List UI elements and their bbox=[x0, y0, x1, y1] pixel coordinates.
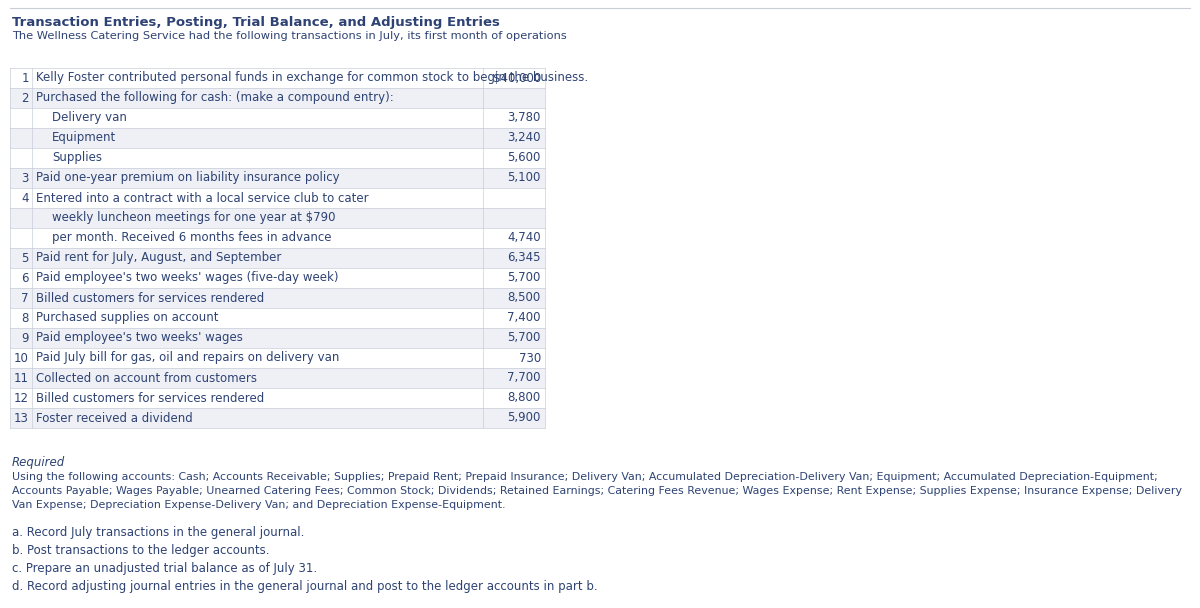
Bar bbox=[10, 128, 545, 148]
Text: Paid one-year premium on liability insurance policy: Paid one-year premium on liability insur… bbox=[36, 171, 340, 184]
Text: Purchased supplies on account: Purchased supplies on account bbox=[36, 311, 218, 325]
Bar bbox=[10, 168, 545, 188]
Text: Required: Required bbox=[12, 456, 65, 469]
Bar bbox=[10, 188, 545, 208]
Text: $40,000: $40,000 bbox=[493, 72, 541, 85]
Text: Supplies: Supplies bbox=[52, 151, 102, 165]
Text: 4: 4 bbox=[22, 192, 29, 204]
Text: 1: 1 bbox=[22, 72, 29, 85]
Text: Foster received a dividend: Foster received a dividend bbox=[36, 412, 193, 424]
Text: Paid employee's two weeks' wages: Paid employee's two weeks' wages bbox=[36, 331, 242, 345]
Text: 5,900: 5,900 bbox=[508, 412, 541, 424]
Bar bbox=[10, 388, 545, 408]
Bar bbox=[10, 148, 545, 168]
Text: c. Prepare an unadjusted trial balance as of July 31.: c. Prepare an unadjusted trial balance a… bbox=[12, 562, 317, 575]
Text: a. Record July transactions in the general journal.: a. Record July transactions in the gener… bbox=[12, 526, 305, 539]
Bar bbox=[10, 268, 545, 288]
Bar bbox=[10, 328, 545, 348]
Text: Delivery van: Delivery van bbox=[52, 111, 127, 125]
Bar bbox=[10, 368, 545, 388]
Bar bbox=[10, 408, 545, 428]
Text: Kelly Foster contributed personal funds in exchange for common stock to begin th: Kelly Foster contributed personal funds … bbox=[36, 72, 588, 85]
Text: Paid rent for July, August, and September: Paid rent for July, August, and Septembe… bbox=[36, 252, 281, 264]
Text: 13: 13 bbox=[14, 412, 29, 424]
Text: 2: 2 bbox=[22, 91, 29, 105]
Text: weekly luncheon meetings for one year at $790: weekly luncheon meetings for one year at… bbox=[52, 212, 336, 224]
Text: 5,700: 5,700 bbox=[508, 272, 541, 285]
Bar bbox=[10, 68, 545, 88]
Text: Accounts Payable; Wages Payable; Unearned Catering Fees; Common Stock; Dividends: Accounts Payable; Wages Payable; Unearne… bbox=[12, 486, 1182, 496]
Text: 3: 3 bbox=[22, 171, 29, 184]
Text: The Wellness Catering Service had the following transactions in July, its first : The Wellness Catering Service had the fo… bbox=[12, 31, 566, 41]
Text: d. Record adjusting journal entries in the general journal and post to the ledge: d. Record adjusting journal entries in t… bbox=[12, 580, 598, 593]
Text: 7,700: 7,700 bbox=[508, 371, 541, 384]
Text: Collected on account from customers: Collected on account from customers bbox=[36, 371, 257, 384]
Text: 8,500: 8,500 bbox=[508, 291, 541, 305]
Text: Entered into a contract with a local service club to cater: Entered into a contract with a local ser… bbox=[36, 192, 368, 204]
Text: 12: 12 bbox=[14, 392, 29, 404]
Text: 730: 730 bbox=[518, 351, 541, 365]
Bar bbox=[10, 108, 545, 128]
Bar bbox=[10, 308, 545, 328]
Text: 8,800: 8,800 bbox=[508, 392, 541, 404]
Text: 3,780: 3,780 bbox=[508, 111, 541, 125]
Text: 4,740: 4,740 bbox=[508, 232, 541, 244]
Text: Paid July bill for gas, oil and repairs on delivery van: Paid July bill for gas, oil and repairs … bbox=[36, 351, 340, 365]
Text: 5: 5 bbox=[22, 252, 29, 264]
Text: 3,240: 3,240 bbox=[508, 131, 541, 145]
Text: 6,345: 6,345 bbox=[508, 252, 541, 264]
Text: 5,700: 5,700 bbox=[508, 331, 541, 345]
Text: Van Expense; Depreciation Expense-Delivery Van; and Depreciation Expense-Equipme: Van Expense; Depreciation Expense-Delive… bbox=[12, 500, 505, 510]
Text: Billed customers for services rendered: Billed customers for services rendered bbox=[36, 392, 264, 404]
Text: Purchased the following for cash: (make a compound entry):: Purchased the following for cash: (make … bbox=[36, 91, 394, 105]
Bar bbox=[10, 208, 545, 228]
Text: Transaction Entries, Posting, Trial Balance, and Adjusting Entries: Transaction Entries, Posting, Trial Bala… bbox=[12, 16, 500, 29]
Bar bbox=[10, 88, 545, 108]
Text: b. Post transactions to the ledger accounts.: b. Post transactions to the ledger accou… bbox=[12, 544, 270, 557]
Text: 7: 7 bbox=[22, 291, 29, 305]
Text: 8: 8 bbox=[22, 311, 29, 325]
Text: 11: 11 bbox=[14, 371, 29, 384]
Text: Paid employee's two weeks' wages (five-day week): Paid employee's two weeks' wages (five-d… bbox=[36, 272, 338, 285]
Text: per month. Received 6 months fees in advance: per month. Received 6 months fees in adv… bbox=[52, 232, 331, 244]
Text: 10: 10 bbox=[14, 351, 29, 365]
Bar bbox=[10, 228, 545, 248]
Text: 5,600: 5,600 bbox=[508, 151, 541, 165]
Text: Billed customers for services rendered: Billed customers for services rendered bbox=[36, 291, 264, 305]
Text: Equipment: Equipment bbox=[52, 131, 116, 145]
Bar bbox=[10, 248, 545, 268]
Bar bbox=[10, 348, 545, 368]
Text: 9: 9 bbox=[22, 331, 29, 345]
Text: 7,400: 7,400 bbox=[508, 311, 541, 325]
Text: 6: 6 bbox=[22, 272, 29, 285]
Text: 5,100: 5,100 bbox=[508, 171, 541, 184]
Bar bbox=[10, 288, 545, 308]
Text: Using the following accounts: Cash; Accounts Receivable; Supplies; Prepaid Rent;: Using the following accounts: Cash; Acco… bbox=[12, 472, 1158, 482]
